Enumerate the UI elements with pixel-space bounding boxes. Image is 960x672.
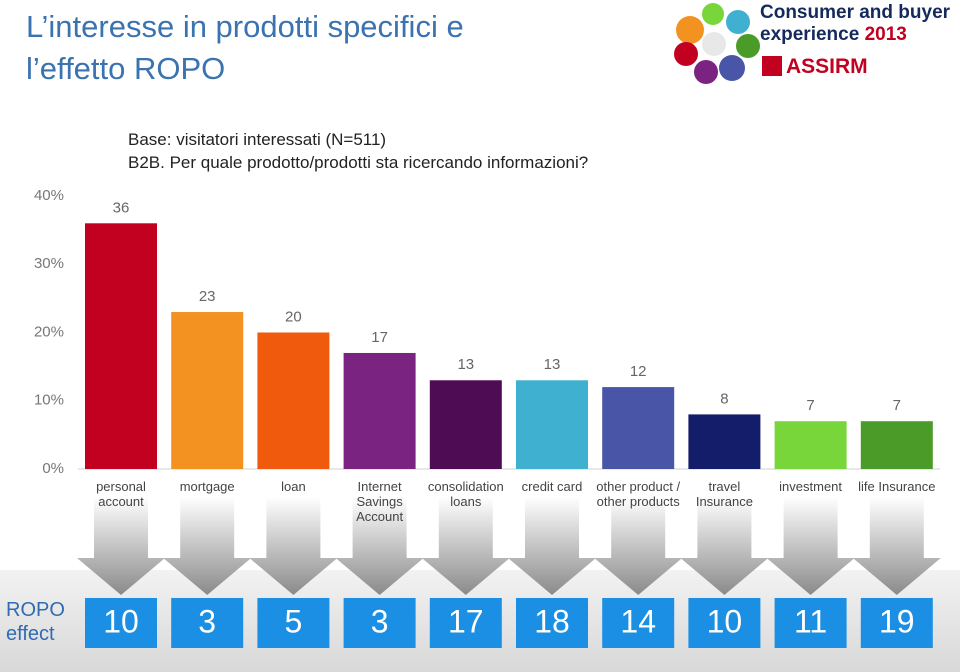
value-label: 12 — [630, 363, 647, 380]
ropo-value: 5 — [285, 603, 303, 639]
ropo-value: 14 — [620, 603, 656, 639]
ropo-value: 17 — [448, 603, 484, 639]
value-label: 36 — [113, 199, 130, 216]
ropo-value: 19 — [879, 603, 915, 639]
title: L’interesse in prodotti specifici e l’ef… — [26, 9, 464, 86]
value-label: 13 — [457, 356, 474, 373]
bar — [343, 352, 416, 469]
logo-icons — [674, 3, 782, 84]
value-label: 7 — [806, 397, 814, 414]
logo-org: ASSIRM — [786, 55, 868, 78]
arrow — [852, 497, 941, 595]
ropo-box — [257, 598, 330, 648]
arrow — [77, 497, 165, 595]
ropo-box — [85, 598, 157, 648]
value-label: 20 — [285, 308, 302, 325]
y-tick-label: 0% — [42, 460, 64, 477]
ropo-value: 11 — [794, 603, 827, 639]
x-tick-label: Internet Savings Account — [356, 479, 404, 524]
ropo-value: 3 — [371, 603, 389, 639]
value-label: 17 — [371, 329, 388, 346]
ropo-value: 10 — [707, 603, 743, 639]
ropo-box — [429, 598, 502, 648]
x-tick-label: investment — [779, 479, 843, 494]
bar — [688, 414, 761, 469]
logo-year: 2013 — [864, 24, 907, 45]
x-tick-label: other product / other products — [596, 479, 681, 509]
bar — [85, 223, 157, 469]
arrow — [335, 497, 424, 595]
ropo-box — [343, 598, 416, 648]
arrow — [421, 497, 510, 595]
x-tick-label: travel Insurance — [695, 479, 753, 509]
x-tick-label: life Insurance — [858, 479, 936, 494]
x-tick-label: credit card — [521, 479, 583, 494]
base-text: Base: visitatori interessati (N=511) B2B… — [128, 128, 588, 174]
bar — [602, 387, 675, 469]
ropo-value: 18 — [534, 603, 570, 639]
bar — [429, 380, 502, 469]
arrow — [766, 497, 855, 595]
arrow — [249, 497, 338, 595]
logo-line: Consumer and buyer — [760, 2, 951, 23]
ropo-value: 10 — [103, 603, 139, 639]
ropo-box — [602, 598, 675, 648]
ropo-box — [171, 598, 244, 648]
value-label: 23 — [199, 288, 216, 305]
logo-line: experience 2013 — [760, 24, 950, 46]
bar — [774, 421, 847, 469]
ropo-label: ROPO effect — [6, 599, 65, 645]
arrow — [680, 497, 769, 595]
bar — [257, 332, 330, 469]
ropo-box — [774, 598, 847, 648]
ropo-box — [516, 598, 588, 648]
x-tick-label: personal account — [96, 479, 146, 509]
logo-word: experience — [760, 24, 860, 45]
ropo-box — [860, 598, 933, 648]
logo-text: Consumer and buyer experience 2013 — [760, 2, 950, 46]
x-tick-label: loan — [281, 479, 306, 494]
value-label: 7 — [893, 397, 901, 414]
ropo-box — [688, 598, 761, 648]
bar — [516, 380, 588, 469]
bar — [860, 421, 933, 469]
x-tick-label: consolidation loans — [427, 479, 504, 509]
value-label: 8 — [720, 390, 728, 407]
y-tick-label: 10% — [34, 392, 64, 409]
value-label: 13 — [544, 356, 561, 373]
y-tick-label: 40% — [34, 187, 64, 204]
y-tick-label: 30% — [34, 255, 64, 272]
arrow — [508, 497, 596, 595]
y-tick-label: 20% — [34, 323, 64, 340]
arrow — [594, 497, 683, 595]
arrow — [163, 497, 252, 595]
x-tick-label: mortgage — [179, 479, 235, 494]
base-line: B2B. Per quale prodotto/prodotti sta ric… — [128, 153, 589, 172]
bar — [171, 312, 244, 469]
base-line: Base: visitatori interessati (N=511) — [128, 130, 387, 149]
ropo-value: 3 — [198, 603, 216, 639]
